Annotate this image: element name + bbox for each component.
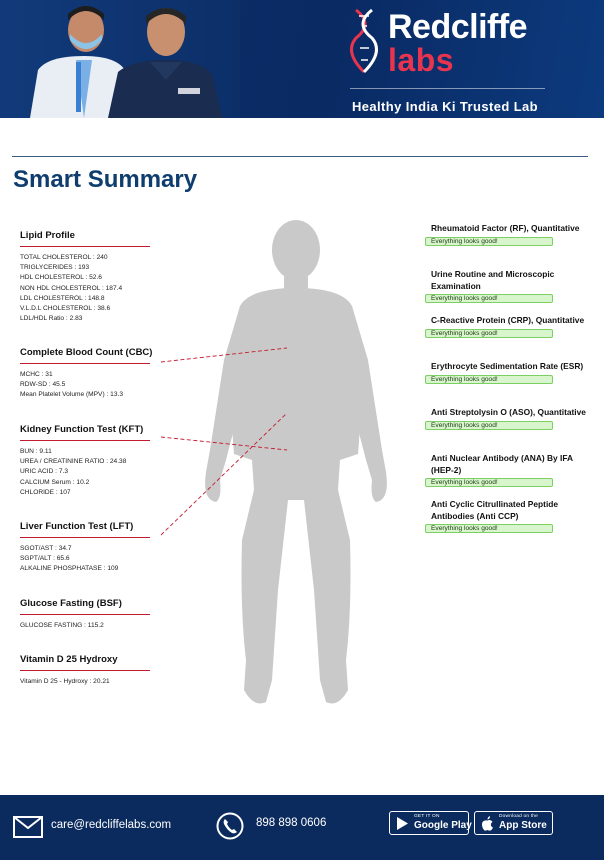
- status-badge: Everything looks good!: [425, 328, 553, 338]
- result-line: BUN : 9.11: [20, 448, 52, 455]
- status-badge: Everything looks good!: [425, 420, 553, 430]
- test-title: Rheumatoid Factor (RF), Quantitative: [431, 223, 580, 233]
- result-line: GLUCOSE FASTING : 115.2: [20, 622, 104, 629]
- dna-icon: [350, 8, 378, 74]
- section-heading: Kidney Function Test (KFT): [20, 424, 150, 441]
- header-banner: Redcliffe labs Healthy India Ki Trusted …: [0, 0, 604, 118]
- result-line: Vitamin D 25 - Hydroxy : 20.21: [20, 678, 110, 685]
- test-title: Anti Streptolysin O (ASO), Quantitative: [431, 407, 586, 417]
- title-divider: [12, 156, 588, 157]
- result-line: CALCIUM Serum : 10.2: [20, 478, 90, 486]
- app-store-button[interactable]: Download on the App Store: [474, 811, 553, 835]
- test-title: Erythrocyte Sedimentation Rate (ESR): [431, 361, 584, 371]
- glucose-section: Glucose Fasting (BSF) GLUCOSE FASTING : …: [20, 598, 160, 631]
- result-line: LDL CHOLESTEROL : 148.8: [20, 294, 105, 302]
- brand-name: Redcliffe: [388, 8, 528, 46]
- lft-section: Liver Function Test (LFT) SGOT/AST : 34.…: [20, 521, 160, 575]
- result-line: SGPT/ALT : 65.6: [20, 555, 70, 563]
- test-item-rf: Rheumatoid Factor (RF), Quantitative Eve…: [425, 223, 591, 246]
- result-line: ALKALINE PHOSPHATASE : 109: [20, 565, 119, 573]
- result-line: RDW-SD : 45.5: [20, 381, 66, 389]
- result-line: Mean Platelet Volume (MPV) : 13.3: [20, 391, 123, 399]
- vitamin-d-section: Vitamin D 25 Hydroxy Vitamin D 25 - Hydr…: [20, 654, 160, 687]
- cbc-section: Complete Blood Count (CBC) MCHC : 31 RDW…: [20, 347, 160, 401]
- test-item-aso: Anti Streptolysin O (ASO), Quantitative …: [425, 407, 591, 430]
- result-line: UREA / CREATININE RATIO : 24.38: [20, 458, 127, 466]
- contact-phone[interactable]: 898 898 0606: [256, 817, 327, 829]
- test-item-urine: Urine Routine and Microscopic Examinatio…: [425, 269, 591, 304]
- result-line: TOTAL CHOLESTEROL : 240: [20, 254, 108, 261]
- tagline-divider: [350, 88, 545, 89]
- google-play-small: GET IT ON: [414, 814, 440, 819]
- app-store-small: Download on the: [499, 814, 539, 819]
- mail-icon: [13, 816, 43, 838]
- status-badge: Everything looks good!: [425, 294, 553, 304]
- phone-icon: [216, 812, 244, 840]
- footer: care@redcliffelabs.com 898 898 0606 GET …: [0, 795, 604, 860]
- test-item-anti-ccp: Anti Cyclic Citrullinated Peptide Antibo…: [425, 499, 591, 534]
- result-line: NON HDL CHOLESTEROL : 187.4: [20, 284, 123, 292]
- result-line: HDL CHOLESTEROL : 52.6: [20, 274, 102, 282]
- test-title: C-Reactive Protein (CRP), Quantitative: [431, 315, 585, 325]
- section-heading: Lipid Profile: [20, 230, 150, 247]
- apple-icon: [482, 816, 493, 831]
- result-line: TRIGLYCERIDES : 193: [20, 264, 90, 272]
- google-play-label: Google Play: [414, 820, 472, 831]
- test-item-crp: C-Reactive Protein (CRP), Quantitative E…: [425, 315, 591, 338]
- brand-sub: labs: [388, 42, 455, 78]
- result-line: SGOT/AST : 34.7: [20, 545, 72, 552]
- test-title: Urine Routine and Microscopic Examinatio…: [431, 269, 555, 291]
- section-heading: Glucose Fasting (BSF): [20, 598, 150, 615]
- result-line: URIC ACID : 7.3: [20, 468, 69, 476]
- staff-photo: [0, 0, 240, 118]
- test-item-esr: Erythrocyte Sedimentation Rate (ESR) Eve…: [425, 361, 591, 384]
- tagline: Healthy India Ki Trusted Lab: [352, 99, 539, 114]
- lipid-profile-section: Lipid Profile TOTAL CHOLESTEROL : 240 TR…: [20, 230, 160, 324]
- status-badge: Everything looks good!: [425, 524, 553, 534]
- test-title: Anti Nuclear Antibody (ANA) By IFA (HEP-…: [431, 453, 573, 475]
- contact-email[interactable]: care@redcliffelabs.com: [51, 819, 172, 831]
- page-title: Smart Summary: [13, 166, 198, 193]
- section-heading: Complete Blood Count (CBC): [20, 347, 152, 364]
- google-play-button[interactable]: GET IT ON Google Play: [389, 811, 472, 835]
- status-badge: Everything looks good!: [425, 236, 553, 246]
- result-line: MCHC : 31: [20, 371, 53, 378]
- redcliffe-logo: Redcliffe labs: [350, 6, 590, 78]
- status-badge: Everything looks good!: [425, 374, 553, 384]
- google-play-icon: [397, 817, 408, 830]
- kft-section: Kidney Function Test (KFT) BUN : 9.11 UR…: [20, 424, 160, 498]
- result-line: V.L.D.L CHOLESTEROL : 38.6: [20, 305, 111, 313]
- test-title: Anti Cyclic Citrullinated Peptide Antibo…: [431, 499, 559, 521]
- result-line: LDL/HDL Ratio : 2.83: [20, 315, 83, 323]
- section-heading: Vitamin D 25 Hydroxy: [20, 654, 150, 671]
- status-badge: Everything looks good!: [425, 478, 553, 488]
- test-item-ana: Anti Nuclear Antibody (ANA) By IFA (HEP-…: [425, 453, 591, 488]
- human-body-figure: [205, 220, 387, 704]
- section-heading: Liver Function Test (LFT): [20, 521, 150, 538]
- app-store-label: App Store: [499, 820, 547, 831]
- result-line: CHLORIDE : 107: [20, 488, 71, 496]
